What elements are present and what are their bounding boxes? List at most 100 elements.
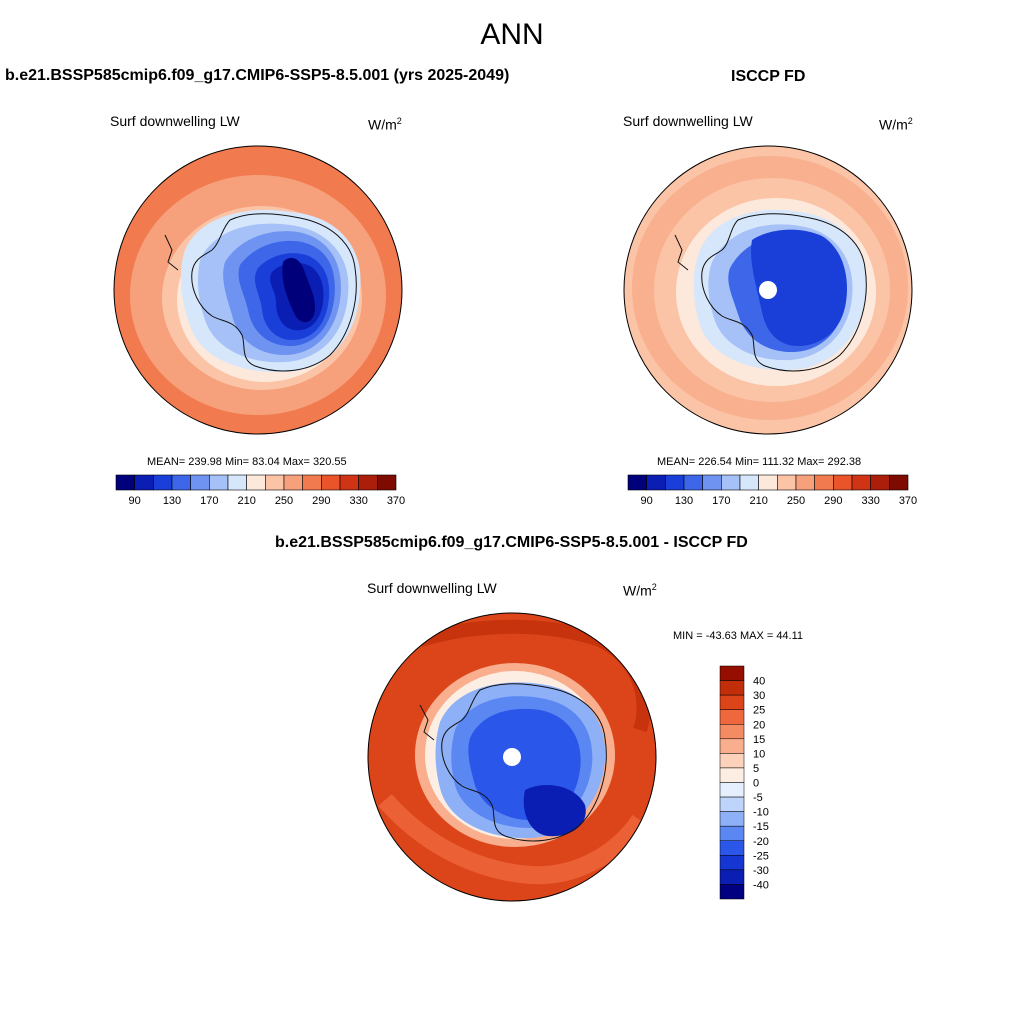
colorbar-swatch [719, 796, 745, 812]
colorbar-swatch [719, 840, 745, 856]
colorbar-observations: 90 130 170 210 250 290 330 370 [627, 474, 917, 507]
colorbar-swatch [190, 474, 210, 491]
colorbar-swatch [246, 474, 266, 491]
colorbar-tick-label: 15 [753, 734, 765, 746]
colorbar-swatch [889, 474, 909, 491]
colorbar-swatch [358, 474, 378, 491]
panel-1-units: W/m2 [368, 116, 402, 133]
colorbar-tick-label: 25 [753, 705, 765, 717]
figure-title: ANN [480, 18, 544, 51]
colorbar-tick-label: 40 [753, 676, 765, 688]
colorbar-tick-label: 250 [275, 495, 293, 507]
colorbar-tick-label: 130 [675, 495, 693, 507]
colorbar-swatch [321, 474, 341, 491]
colorbar-swatch [758, 474, 778, 491]
colorbar-swatch [702, 474, 722, 491]
colorbar-tick-label: 210 [237, 495, 255, 507]
panel-1-title: b.e21.BSSP585cmip6.f09_g17.CMIP6-SSP5-8.… [5, 67, 510, 84]
colorbar-tick-label: 170 [712, 495, 730, 507]
missing-data-pole [503, 748, 521, 766]
panel-2-variable: Surf downwelling LW [623, 113, 753, 129]
map-model [113, 145, 403, 435]
missing-data-pole [759, 281, 777, 299]
panel-3-title: b.e21.BSSP585cmip6.f09_g17.CMIP6-SSP5-8.… [275, 534, 748, 551]
colorbar-swatch [870, 474, 890, 491]
colorbar-swatch [153, 474, 173, 491]
colorbar-tick-label: -15 [753, 821, 769, 833]
map-boundary [623, 145, 913, 435]
colorbar-tick-label: 330 [349, 495, 367, 507]
colorbar-swatch [719, 884, 745, 900]
coastline [191, 213, 357, 372]
colorbar-swatch [646, 474, 666, 491]
panel-2-units: W/m2 [879, 116, 913, 133]
panel-1-variable: Surf downwelling LW [110, 113, 240, 129]
colorbar-swatch [227, 474, 247, 491]
colorbar-swatch [665, 474, 685, 491]
colorbar-tick-label: 370 [387, 495, 405, 507]
colorbar-swatch [719, 869, 745, 885]
colorbar-swatch [719, 855, 745, 871]
colorbar-tick-label: 290 [312, 495, 330, 507]
coastline [674, 234, 689, 271]
colorbar-swatch [719, 767, 745, 783]
colorbar-swatch [683, 474, 703, 491]
map-boundary [367, 612, 657, 902]
colorbar-swatch [283, 474, 303, 491]
colorbar-swatch [339, 474, 359, 491]
colorbar-swatch [721, 474, 741, 491]
colorbar-tick-label: -10 [753, 807, 769, 819]
colorbar-tick-label: -5 [753, 792, 763, 804]
colorbar-swatch [719, 709, 745, 725]
colorbar-swatch [739, 474, 759, 491]
panel-3-stats: MIN = -43.63 MAX = 44.11 [673, 630, 804, 642]
colorbar-swatch [851, 474, 871, 491]
colorbar-tick-label: 210 [749, 495, 767, 507]
colorbar-swatch [719, 694, 745, 710]
panel-2-stats: MEAN= 226.54 Min= 111.32 Max= 292.38 [657, 456, 862, 468]
colorbar-swatch [719, 738, 745, 754]
field-band [378, 794, 648, 885]
coastline [441, 683, 607, 842]
colorbar-tick-label: 0 [753, 778, 759, 790]
colorbar-tick-label: 130 [163, 495, 181, 507]
field-band [282, 257, 316, 323]
panel-3-units: W/m2 [623, 582, 657, 599]
colorbar-swatch [719, 680, 745, 696]
colorbar-tick-label: 30 [753, 690, 765, 702]
colorbar-model: 90 130 170 210 250 290 330 370 [115, 474, 405, 507]
colorbar-swatch [377, 474, 397, 491]
colorbar-swatch [265, 474, 285, 491]
colorbar-swatch [115, 474, 135, 491]
colorbar-swatch [814, 474, 834, 491]
colorbar-tick-label: 170 [200, 495, 218, 507]
colorbar-swatch [134, 474, 154, 491]
coastline [419, 704, 435, 741]
map-difference [367, 612, 657, 902]
colorbar-tick-label: 290 [824, 495, 842, 507]
colorbar-swatch [209, 474, 229, 491]
colorbar-tick-label: -40 [753, 879, 769, 891]
colorbar-tick-label: 10 [753, 748, 765, 760]
colorbar-tick-label: 330 [861, 495, 879, 507]
colorbar-swatch [719, 825, 745, 841]
coastline [164, 234, 179, 271]
colorbar-swatch [719, 665, 745, 681]
colorbar-swatch [719, 811, 745, 827]
panel-1-stats: MEAN= 239.98 Min= 83.04 Max= 320.55 [147, 456, 347, 468]
colorbar-swatch [719, 782, 745, 798]
field-band [523, 785, 586, 837]
colorbar-tick-label: 20 [753, 719, 765, 731]
coastline [701, 213, 867, 372]
colorbar-difference: 40 30 25 20 15 10 5 0 -5 -10 -15 -20 -25 -30 -40 [719, 665, 769, 900]
colorbar-tick-label: 90 [129, 495, 141, 507]
colorbar-tick-label: -25 [753, 850, 769, 862]
map-boundary [113, 145, 403, 435]
colorbar-tick-label: 5 [753, 763, 759, 775]
colorbar-swatch [777, 474, 797, 491]
colorbar-tick-label: 90 [641, 495, 653, 507]
colorbar-swatch [795, 474, 815, 491]
colorbar-tick-label: -20 [753, 836, 769, 848]
colorbar-swatch [302, 474, 322, 491]
